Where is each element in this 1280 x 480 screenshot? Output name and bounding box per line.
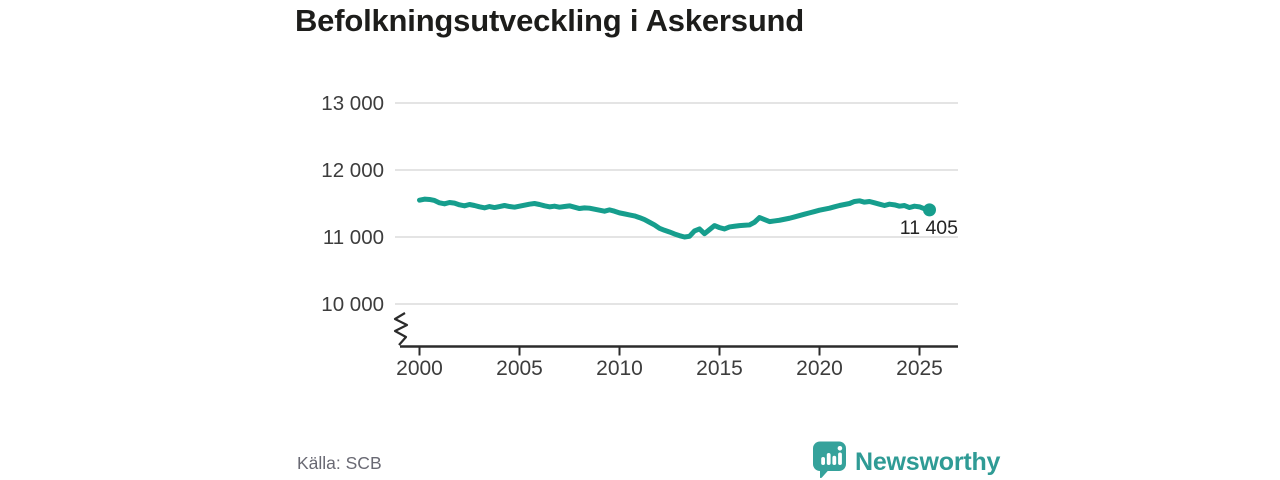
- newsworthy-speech-bubble-icon: [813, 441, 846, 479]
- y-tick-label: 12 000: [321, 159, 384, 182]
- axis-break-icon: [393, 312, 409, 346]
- y-tick-label: 13 000: [321, 92, 384, 115]
- x-tick-label: 2025: [896, 357, 943, 380]
- logo-bar-tall: [826, 453, 831, 465]
- x-tick-label: 2015: [696, 357, 743, 380]
- x-tick-label: 2020: [796, 357, 843, 380]
- logo-exclamation-dot: [837, 446, 843, 451]
- end-point-dot: [923, 203, 936, 217]
- brand-name: Newsworthy: [855, 448, 1001, 476]
- chart-title: Befolkningsutveckling i Askersund: [295, 3, 805, 38]
- source-note: Källa: SCB: [297, 453, 382, 473]
- y-tick-label: 10 000: [321, 293, 384, 316]
- speech-bubble-tail: [820, 469, 830, 479]
- x-tick-label: 2000: [396, 357, 443, 380]
- x-tick-label: 2010: [596, 357, 643, 380]
- x-tick-label: 2005: [496, 357, 543, 380]
- data-line: [417, 196, 932, 240]
- y-tick-label: 11 000: [323, 226, 384, 249]
- logo-bar-short: [821, 457, 825, 465]
- logo-exclamation-bar: [838, 452, 842, 465]
- last-value-label: 11 405: [900, 217, 958, 239]
- brand-logo: Newsworthy: [812, 441, 1000, 479]
- logo-bar-medium: [832, 455, 837, 465]
